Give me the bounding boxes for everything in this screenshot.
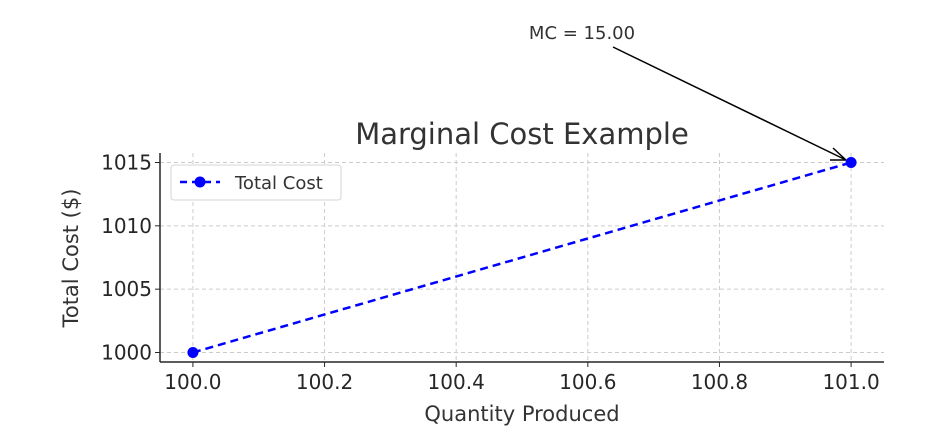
- x-tick-label: 100.6: [559, 370, 616, 394]
- y-tick-label: 1000: [101, 341, 152, 365]
- legend-marker: [194, 176, 206, 188]
- y-tick-label: 1010: [101, 214, 152, 238]
- x-tick-label: 100.2: [296, 370, 353, 394]
- ticks: 100.0 100.2 100.4 100.6 100.8 101.0 1000 1005 10…: [101, 151, 880, 395]
- series: [187, 157, 857, 358]
- x-tick-label: 101.0: [822, 370, 879, 394]
- y-tick-label: 1005: [101, 277, 152, 301]
- legend-box: [170, 164, 342, 201]
- data-point: [187, 347, 199, 358]
- chart-title: Marginal Cost Example: [355, 117, 689, 151]
- series-line: [192, 161, 852, 354]
- x-tick-label: 100.4: [428, 370, 485, 394]
- annotation-arrow: [612, 46, 847, 161]
- grid: [160, 153, 884, 362]
- x-tick-label: 100.8: [691, 370, 748, 394]
- legend: Total Cost: [170, 164, 342, 201]
- legend-label: Total Cost: [234, 173, 323, 194]
- y-tick-label: 1015: [101, 151, 152, 175]
- y-axis-label: Total Cost ($): [59, 189, 83, 329]
- annotation-text: MC = 15.00: [529, 23, 635, 44]
- annotation-arrowhead: [830, 147, 847, 161]
- x-tick-label: 100.0: [164, 370, 221, 394]
- x-axis-label: Quantity Produced: [424, 402, 619, 426]
- data-point: [845, 157, 857, 168]
- annotation: MC = 15.00: [529, 23, 847, 161]
